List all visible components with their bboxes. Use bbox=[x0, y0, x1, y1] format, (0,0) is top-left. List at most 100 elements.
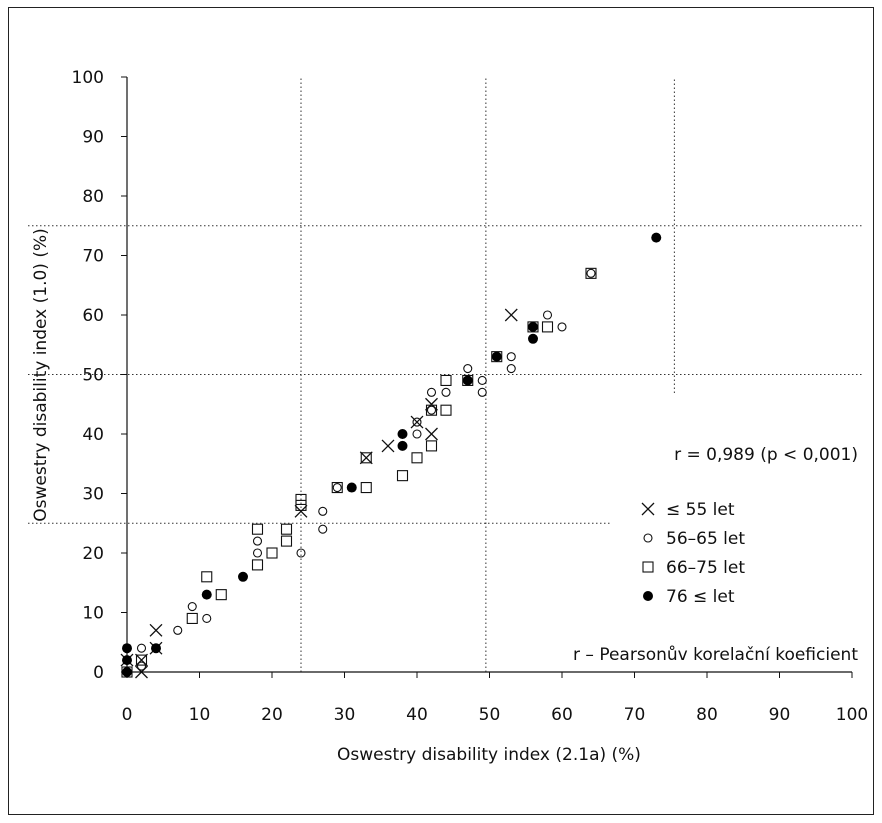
legend-item: 66–75 let bbox=[642, 558, 745, 578]
data-point bbox=[528, 321, 538, 332]
y-tick-label: 70 bbox=[82, 247, 104, 267]
series-4 bbox=[122, 232, 662, 677]
data-point bbox=[296, 548, 306, 558]
data-point bbox=[295, 499, 307, 511]
y-tick-label: 0 bbox=[93, 663, 104, 683]
x-tick-label: 60 bbox=[551, 705, 573, 725]
data-point bbox=[426, 405, 437, 415]
legend-item: ≤ 55 let bbox=[641, 500, 735, 520]
data-point bbox=[542, 310, 553, 320]
y-tick-label: 20 bbox=[82, 544, 104, 564]
data-point bbox=[136, 661, 147, 671]
data-point bbox=[397, 440, 408, 451]
data-point bbox=[477, 387, 487, 397]
data-point bbox=[135, 654, 148, 666]
data-point bbox=[280, 523, 293, 535]
data-point bbox=[186, 612, 198, 625]
data-point bbox=[318, 524, 328, 534]
x-tick-label: 100 bbox=[836, 705, 868, 725]
x-tick-label: 80 bbox=[696, 705, 718, 725]
data-point bbox=[425, 440, 438, 452]
data-point bbox=[318, 506, 328, 516]
data-point bbox=[151, 643, 161, 654]
data-point bbox=[541, 321, 554, 333]
y-tick-label: 30 bbox=[82, 485, 104, 505]
y-tick-label: 60 bbox=[82, 306, 104, 326]
y-tick-label: 90 bbox=[82, 128, 104, 148]
data-point bbox=[201, 571, 213, 583]
data-point bbox=[202, 613, 212, 624]
data-point bbox=[295, 493, 307, 506]
legend: ≤ 55 let 56–65 let 66–75 let 76 ≤ let bbox=[641, 500, 745, 607]
x-tick-label: 40 bbox=[406, 705, 428, 725]
data-point bbox=[410, 415, 424, 429]
tick-labels: 0 10 20 30 40 50 60 70 80 90 100 0 10 20 30 40 50 60 70 80 9… bbox=[72, 68, 869, 725]
data-point bbox=[252, 536, 263, 546]
data-point bbox=[477, 375, 487, 386]
x-axis-label: Oswestry disability index (2.1a) (%) bbox=[337, 745, 641, 765]
x-tick-label: 50 bbox=[479, 705, 501, 725]
data-point bbox=[346, 482, 357, 493]
axes bbox=[121, 76, 853, 678]
data-point bbox=[381, 439, 395, 453]
legend-label: 56–65 let bbox=[666, 529, 745, 549]
data-point bbox=[426, 387, 437, 397]
data-point bbox=[359, 451, 373, 465]
y-tick-label: 40 bbox=[82, 425, 104, 445]
data-point bbox=[251, 523, 264, 535]
y-tick-label: 100 bbox=[72, 68, 104, 88]
data-point bbox=[651, 232, 662, 243]
data-point bbox=[528, 333, 538, 344]
data-point bbox=[201, 589, 212, 600]
data-point bbox=[506, 352, 516, 362]
data-point bbox=[360, 481, 372, 494]
data-point bbox=[149, 623, 163, 637]
legend-label: 76 ≤ let bbox=[666, 587, 735, 607]
data-point bbox=[412, 417, 422, 427]
data-point bbox=[238, 571, 248, 582]
y-tick-label: 50 bbox=[82, 366, 104, 386]
data-point bbox=[463, 363, 473, 374]
y-tick-label: 10 bbox=[82, 604, 104, 624]
legend-marker bbox=[642, 561, 654, 573]
data-point bbox=[504, 308, 518, 322]
series-2 bbox=[122, 268, 596, 677]
data-point bbox=[266, 547, 278, 559]
data-point bbox=[425, 404, 438, 416]
data-point bbox=[187, 601, 197, 612]
data-point bbox=[491, 351, 502, 362]
legend-label: 66–75 let bbox=[666, 558, 745, 578]
x-tick-label: 90 bbox=[769, 705, 791, 725]
data-point bbox=[397, 429, 408, 439]
data-point bbox=[294, 504, 308, 518]
data-point bbox=[462, 375, 473, 386]
data-point bbox=[252, 548, 263, 558]
legend-item: 76 ≤ let bbox=[643, 587, 735, 607]
data-point bbox=[360, 452, 372, 464]
series-3 bbox=[121, 267, 597, 678]
reference-lines bbox=[28, 77, 863, 672]
x-tick-label: 30 bbox=[334, 705, 356, 725]
data-point bbox=[122, 667, 132, 677]
data-point bbox=[280, 535, 293, 547]
data-point bbox=[585, 267, 597, 279]
data-point bbox=[412, 429, 422, 439]
data-point bbox=[251, 559, 264, 571]
data-point bbox=[173, 625, 183, 635]
data-point bbox=[122, 643, 132, 654]
legend-item: 56–65 let bbox=[643, 529, 745, 549]
data-point bbox=[506, 363, 516, 374]
data-point bbox=[440, 404, 452, 416]
correlation-annotation: r = 0,989 (p < 0,001) bbox=[674, 445, 858, 465]
data-point bbox=[425, 427, 438, 441]
series-1 bbox=[120, 308, 518, 679]
data-point bbox=[331, 481, 343, 494]
data-point bbox=[425, 397, 438, 411]
data-point bbox=[136, 643, 147, 653]
x-tick-label: 10 bbox=[189, 705, 211, 725]
data-points bbox=[120, 232, 662, 679]
legend-label: ≤ 55 let bbox=[666, 500, 735, 520]
legend-marker bbox=[643, 533, 653, 543]
x-tick-label: 20 bbox=[261, 705, 283, 725]
